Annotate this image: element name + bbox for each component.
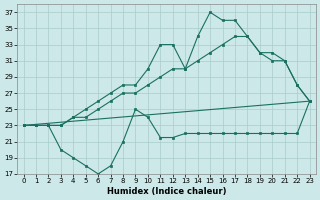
X-axis label: Humidex (Indice chaleur): Humidex (Indice chaleur) (107, 187, 226, 196)
